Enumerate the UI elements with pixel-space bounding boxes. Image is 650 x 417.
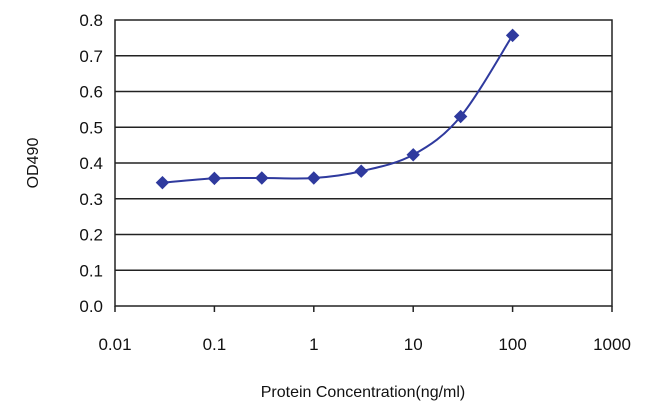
y-tick-label-4: 0.4: [79, 154, 103, 173]
x-tick-label-1: 0.1: [203, 335, 227, 354]
data-point-5: [406, 148, 420, 162]
data-point-2: [255, 171, 269, 185]
data-point-3: [307, 171, 321, 185]
x-tick-label-0: 0.01: [98, 335, 131, 354]
x-tick-label-2: 1: [309, 335, 318, 354]
x-tick-label-3: 10: [404, 335, 423, 354]
y-tick-label-1: 0.1: [79, 261, 103, 280]
y-tick-label-0: 0.0: [79, 297, 103, 316]
y-tick-label-5: 0.5: [79, 118, 103, 137]
grid-lines: [115, 55, 612, 271]
y-axis-title: OD490: [25, 138, 42, 189]
data-series: [155, 28, 520, 190]
x-tick-label-5: 1000: [593, 335, 631, 354]
x-axis-title: Protein Concentration(ng/ml): [261, 384, 466, 401]
data-point-6: [453, 109, 468, 124]
y-tick-label-6: 0.6: [79, 83, 103, 102]
x-tick-labels: 0.01 0.1 1 10 100 1000: [98, 306, 631, 354]
y-tick-label-2: 0.2: [79, 226, 103, 245]
y-tick-label-7: 0.7: [79, 47, 103, 66]
x-tick-label-4: 100: [498, 335, 526, 354]
data-point-0: [155, 175, 170, 190]
y-tick-labels: 0.0 0.1 0.2 0.3 0.4 0.5 0.6 0.7 0.8: [79, 11, 103, 316]
data-point-1: [207, 171, 222, 186]
y-tick-label-8: 0.8: [79, 11, 103, 30]
data-point-7: [505, 28, 520, 43]
y-tick-label-3: 0.3: [79, 190, 103, 209]
data-point-4: [354, 164, 368, 178]
